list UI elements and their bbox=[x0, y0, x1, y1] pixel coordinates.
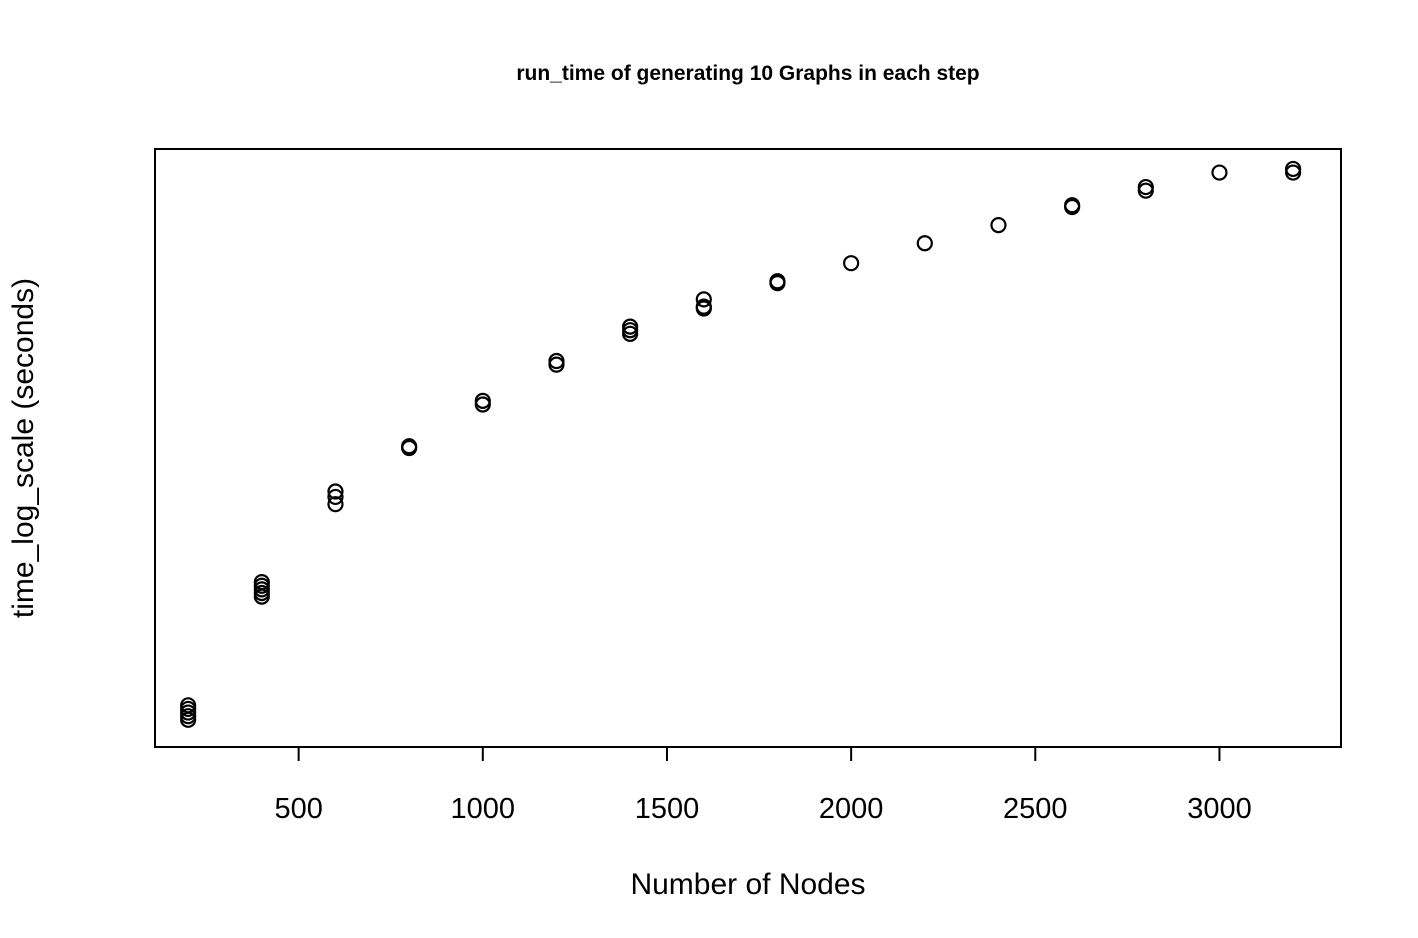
data-point bbox=[695, 291, 712, 308]
x-tick-label: 3000 bbox=[1187, 793, 1252, 825]
data-point bbox=[769, 273, 786, 290]
data-point bbox=[695, 298, 712, 315]
y-axis-label: time_log_scale (seconds) bbox=[7, 278, 40, 618]
x-tick-label: 2500 bbox=[1003, 793, 1068, 825]
x-tick-label: 1000 bbox=[451, 793, 516, 825]
data-point bbox=[1137, 178, 1154, 196]
data-point bbox=[253, 573, 270, 591]
data-point bbox=[1285, 160, 1302, 178]
data-point bbox=[327, 483, 344, 500]
data-point bbox=[1064, 197, 1081, 214]
data-point bbox=[1211, 164, 1228, 181]
data-point bbox=[474, 392, 491, 409]
chart-title: run_time of generating 10 Graphs in each… bbox=[516, 62, 979, 85]
data-point bbox=[180, 697, 197, 714]
data-points bbox=[180, 160, 1302, 728]
x-axis-label: Number of Nodes bbox=[630, 868, 865, 901]
data-point bbox=[548, 352, 565, 370]
x-axis: 500 1000 1500 2000 2500 3000 bbox=[274, 746, 1252, 825]
data-point bbox=[327, 496, 344, 513]
x-tick-label: 2000 bbox=[819, 793, 884, 825]
plot-frame bbox=[154, 148, 1342, 748]
data-point bbox=[990, 217, 1007, 234]
data-point bbox=[843, 255, 860, 272]
data-point bbox=[401, 438, 418, 455]
x-tick-label: 500 bbox=[274, 793, 322, 825]
data-point bbox=[622, 318, 639, 335]
data-point bbox=[327, 488, 344, 506]
data-point bbox=[916, 235, 933, 252]
x-tick-label: 1500 bbox=[635, 793, 700, 825]
